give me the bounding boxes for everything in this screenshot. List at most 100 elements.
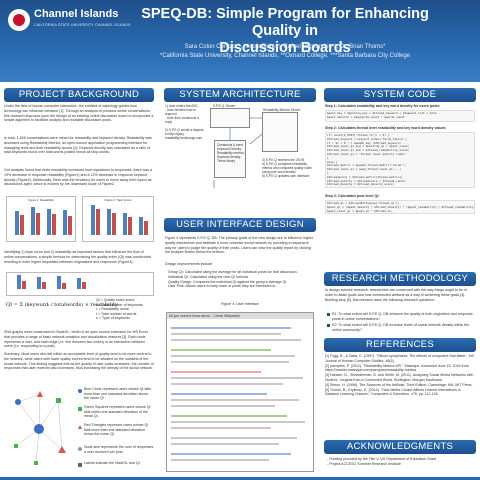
poster-title: SPEQ-DB: Simple Program for Enhancing Qu… — [120, 6, 450, 57]
legend-entry: QI = Quality index score — [96, 298, 135, 302]
code-line: $thread_quality = $threadscore / $thread… — [327, 178, 407, 183]
screenshot-line — [171, 405, 275, 407]
sna-legend-green: Green Squares represent users whose QI f… — [84, 405, 151, 419]
screenshot-line — [171, 383, 283, 385]
code-line: } — [327, 155, 329, 160]
architecture-arrows — [213, 117, 263, 188]
university-logo: Channel Islands CALIFORNIA STATE UNIVERS… — [8, 6, 130, 42]
reference-item: [4] Simon, H. (1996). The Sciences of th… — [325, 382, 473, 387]
formula-lhs: QI = — [6, 302, 18, 308]
code-line: $post_density = $keywords_count / $words… — [327, 114, 405, 119]
legend-entry: n = Type of keywords — [96, 316, 130, 321]
sna-node-red — [58, 446, 66, 453]
code-block-2: if( count($_POST['thread_id']) > 0) { $t… — [325, 132, 475, 188]
code-line: $thread_level_qi = 'thread level quality… — [327, 151, 407, 156]
arch-step: - User decides how to respond — [165, 108, 196, 116]
chart-bar — [20, 215, 24, 235]
logo-name: Channel Islands — [34, 8, 119, 20]
code-step-1: Step 1: Calculates readability and key w… — [325, 104, 440, 108]
code-line: $thread_density = $thread_density_score; — [327, 182, 395, 187]
screenshot-line — [171, 459, 269, 461]
chart-bar — [57, 276, 61, 289]
background-paragraph-4: Identifying 1) topic focus and 2) readab… — [4, 250, 152, 264]
chart-bar — [17, 275, 21, 289]
screenshot-line — [171, 333, 281, 335]
sna-legend-blue: Blue Circle represent users whose QI fal… — [84, 387, 151, 401]
poster-header: Channel Islands CALIFORNIA STATE UNIVERS… — [0, 0, 480, 82]
screenshot-line — [171, 371, 261, 373]
legend-entry: r = Readability score — [96, 307, 129, 312]
code-line: else { — [327, 159, 338, 164]
section-user-interface-design: USER INTERFACE DESIGN — [164, 218, 316, 232]
code-line: $thread_level_qi = speq_thread_level_qi(… — [327, 167, 402, 172]
bullet-square-icon — [327, 324, 330, 327]
chart-bar — [112, 213, 116, 235]
chart-bar — [47, 209, 51, 235]
qi-formula: QI = Σ (keywordᵢ / totalwords) × readabi… — [6, 302, 118, 308]
background-paragraph-6: Summary: Most users who fall within an a… — [4, 352, 154, 371]
arch-step: 5) S.P.E.Q updates user interface — [262, 174, 310, 178]
chart-bar — [52, 214, 56, 235]
screenshot-line — [171, 377, 303, 379]
logo-subtitle: CALIFORNIA STATE UNIVERSITY CHANNEL ISLA… — [34, 23, 131, 27]
readability-server-box: Readability Metrics Server — [262, 108, 300, 152]
architecture-steps: 1) User enters the ASC - User decides ho… — [165, 104, 205, 140]
section-acknowledgments: ACKNOWLEDGMENTS — [324, 440, 476, 454]
screenshot-line — [171, 393, 267, 395]
formula-rhs: Σ (keywordᵢ / totalwords) × readability — [19, 302, 118, 308]
arch-step: 4) S.P.E.Q computes readability metrics … — [262, 162, 312, 174]
figure-1-readability-chart: Figure 1: Readability — [6, 196, 76, 242]
code-line: } — [327, 170, 329, 175]
screenshot-line — [171, 453, 291, 455]
chart-bar — [128, 217, 132, 235]
sna-legend-labels: Labels indicate the NodeXL and QI. — [84, 461, 141, 465]
authors: Sara Colon Cerezo*°, Nicole Dubin*, Rafa… — [184, 44, 386, 50]
legend-entry: k = Total number of keywords — [96, 302, 143, 307]
figure-4-caption: Figure 4: User Interface — [221, 302, 259, 306]
chart-bar — [96, 209, 100, 235]
code-line: if( count($_POST['thread_id']) > 0) { — [327, 133, 390, 137]
chart-bar — [42, 282, 46, 289]
title-line-2: Discussion Boards — [219, 40, 351, 56]
acknowledgments-list: - Funding provided by the Title V, US De… — [327, 457, 475, 467]
background-paragraph-1: Under the field of human computer intera… — [4, 104, 154, 123]
code-line: $post_qi = ($post_density / $thread_dens… — [327, 204, 475, 209]
sna-legend-size: Node size represents the sum of response… — [84, 445, 154, 454]
background-paragraph-5: SNA graphs were constructed in NodeXL, w… — [4, 330, 148, 349]
sna-graph — [14, 391, 66, 465]
code-line: $post_level_qi = $post_qi * $thread_qi; — [327, 208, 393, 213]
chart-bar — [63, 210, 67, 235]
acknowledgment-item: - Project ACCESO Summer Research Institu… — [327, 461, 401, 466]
readability-server-label: Readability Metrics Server — [263, 108, 301, 112]
code-line: $threadscore = $thread_metric[thread_met… — [327, 174, 403, 179]
arch-step: - User then constructs a reply — [165, 116, 199, 124]
sna-node-blue — [15, 399, 21, 405]
ui-paragraph-1: Figure 4 represents S.P.E.Q. DB. The pri… — [165, 236, 314, 255]
reference-item: [3] Hansen, D., Shneiderman, B. and Smit… — [325, 373, 474, 382]
section-references: REFERENCES — [324, 338, 476, 352]
section-system-code: SYSTEM CODE — [324, 88, 476, 102]
screenshot-line — [171, 399, 299, 401]
ui-bullet: Group QI: Calculated using the average f… — [168, 270, 298, 274]
code-block-3: $thread_qi = $threadInfluence['thread_qi… — [325, 200, 475, 214]
reference-item: [1] Fogg, B., & Nass, C. (1997). "Silico… — [325, 354, 475, 363]
figure-1-title: Figure 1: Readability — [28, 198, 54, 202]
chart-bar — [123, 213, 127, 235]
bullet-square-icon — [327, 313, 330, 316]
chart-bar — [31, 207, 35, 235]
screenshot-line — [171, 421, 305, 423]
research-paragraph: In design science research, researchers … — [325, 288, 467, 302]
research-question-1: R1: To what extent will S.P.E.Q. DB enha… — [332, 312, 473, 321]
research-question-2: R2: To what extent will S.P.E.Q. DB incr… — [332, 323, 470, 332]
sna-node-blue — [34, 424, 44, 434]
affiliations: *California State University, Channel Is… — [159, 53, 411, 59]
label-icon — [78, 463, 82, 467]
sna-node-green — [14, 444, 18, 448]
sna-legend-red: Red Triangles represent users whose QI f… — [84, 423, 149, 437]
code-line: $thread_qi = $threadInfluence['thread_qi… — [327, 201, 400, 205]
logo-icon — [8, 9, 30, 31]
chart-bar — [144, 221, 148, 235]
code-line: if ( $l > 0 ) { speqdb_key ($thread_keyw… — [327, 140, 408, 145]
code-line: $thread_level_qi_sum = $thread_readabili… — [327, 148, 410, 153]
logic-label: Constructs & send Keyword Density, Reada… — [217, 143, 245, 163]
